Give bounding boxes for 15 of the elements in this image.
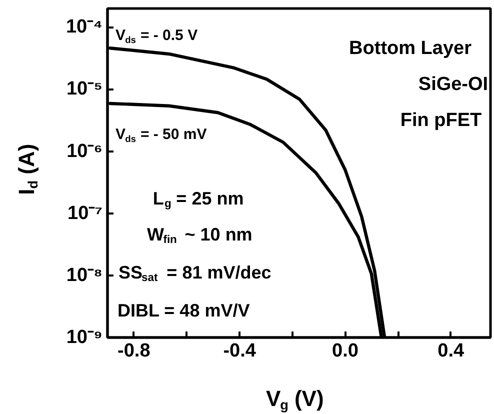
annotation: DIBL = 48 mV/V bbox=[118, 300, 250, 320]
x-tick-label: -0.8 bbox=[118, 340, 150, 362]
y-tick-label: 10⁻⁵ bbox=[66, 78, 103, 100]
y-axis-title: Id (A) bbox=[14, 144, 41, 195]
y-tick-label: 10⁻⁹ bbox=[66, 327, 103, 348]
y-tick-label: 10⁻⁸ bbox=[66, 264, 103, 286]
y-tick-label: 10⁻⁶ bbox=[66, 140, 103, 162]
x-tick-label: 0.0 bbox=[332, 340, 358, 362]
y-tick-label: 10⁻⁷ bbox=[68, 202, 103, 224]
y-tick-label: 10⁻⁴ bbox=[66, 16, 103, 38]
annotation: Fin pFET bbox=[400, 110, 482, 131]
x-tick-label: -0.4 bbox=[223, 340, 256, 362]
x-tick-label: 0.4 bbox=[438, 340, 465, 362]
annotation: Bottom Layer bbox=[349, 38, 472, 59]
annotation: SiGe-OI bbox=[418, 74, 488, 95]
